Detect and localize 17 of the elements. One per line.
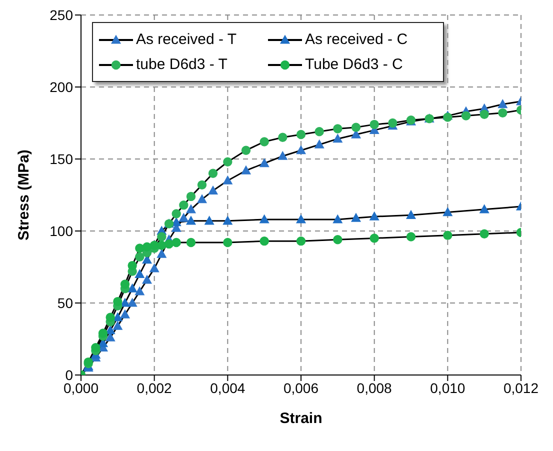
x-axis-title: Strain	[280, 410, 322, 427]
y-tick-label: 100	[50, 222, 74, 239]
x-tick-label: 0,006	[283, 380, 319, 396]
legend-label: As received - C	[305, 31, 408, 48]
y-tick-label: 200	[50, 78, 74, 95]
legend-label: tube D6d3 - T	[136, 56, 228, 73]
y-tick-label: 50	[57, 294, 74, 311]
x-tick-label: 0,008	[356, 380, 392, 396]
y-tick-label: 150	[50, 150, 74, 167]
legend-label: As received - T	[136, 31, 237, 48]
y-axis-title: Stress (MPa)	[15, 150, 32, 240]
y-tick-label: 250	[50, 6, 74, 23]
x-tick-label: 0,004	[210, 380, 246, 396]
x-tick-label: 0,002	[136, 380, 172, 396]
x-tick-label: 0,010	[430, 380, 466, 396]
legend-label: Tube D6d3 - C	[305, 56, 403, 73]
x-tick-label: 0,012	[503, 380, 539, 396]
